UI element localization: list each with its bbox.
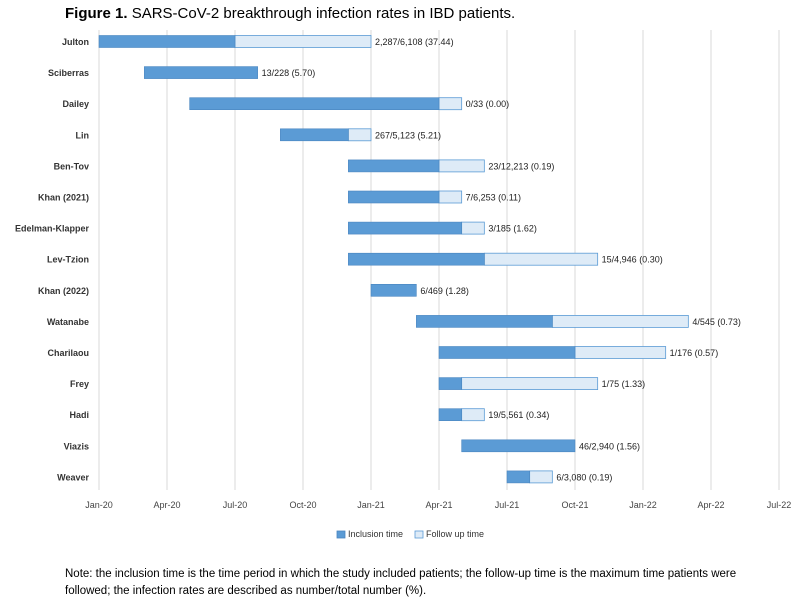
figure-title-prefix: Figure 1. [65, 5, 128, 22]
inclusion-legend-swatch [336, 530, 346, 539]
followup-bar [574, 346, 667, 359]
inclusion-bar [348, 159, 440, 173]
followup-bar [461, 408, 485, 422]
rate-label: 0/33 (0.00) [466, 99, 510, 109]
study-bars [98, 35, 689, 484]
inclusion-bar [280, 128, 349, 142]
inclusion-bar [144, 66, 258, 79]
rate-labels: 2,287/6,108 (37.44) 13/228 (5.70) 0/33 (0.… [262, 37, 741, 482]
study-name-label: Sciberras [48, 68, 89, 78]
inclusion-bar [506, 470, 530, 484]
study-name-label: Frey [70, 379, 89, 389]
x-tick-label: Jul-22 [767, 500, 792, 510]
study-labels: Julton Sciberras Dailey Lin Ben-Tov Khan (202… [15, 37, 90, 482]
x-tick-label: Jan-20 [85, 500, 113, 510]
study-name-label: Viazis [64, 441, 89, 451]
followup-bar [529, 470, 553, 484]
inclusion-bar [461, 439, 576, 453]
rate-label: 3/185 (1.62) [488, 224, 537, 234]
inclusion-bar [416, 315, 553, 328]
rate-label: 7/6,253 (0.11) [466, 193, 521, 203]
followup-legend-swatch [414, 530, 424, 539]
study-name-label: Lev-Tzion [47, 255, 89, 265]
study-name-label: Ben-Tov [54, 161, 89, 171]
inclusion-bar [189, 97, 440, 110]
inclusion-bar [370, 283, 417, 297]
inclusion-bar [98, 35, 236, 48]
gantt-chart: Julton Sciberras Dailey Lin Ben-Tov Khan (202… [15, 30, 791, 539]
x-tick-label: Apr-20 [153, 500, 180, 510]
followup-bar [551, 314, 689, 328]
rate-label: 13/228 (5.70) [262, 68, 316, 78]
rate-label: 2,287/6,108 (37.44) [375, 37, 454, 47]
x-axis-ticks: Jan-20 Apr-20 Jul-20 Oct-20 Jan-21 Apr-21 Jul-… [85, 500, 791, 510]
study-name-label: Weaver [57, 472, 89, 482]
rate-label: 19/5,561 (0.34) [488, 410, 549, 420]
rate-label: 1/176 (0.57) [670, 348, 719, 358]
figure-note: Note: the inclusion time is the time per… [65, 568, 737, 597]
x-tick-label: Oct-20 [289, 500, 316, 510]
followup-bar [461, 221, 485, 235]
inclusion-bar [348, 221, 462, 235]
inclusion-bar [348, 190, 440, 204]
followup-bar [438, 190, 463, 204]
x-tick-label: Jan-22 [629, 500, 657, 510]
x-tick-label: Oct-21 [561, 500, 588, 510]
rate-label: 23/12,213 (0.19) [488, 161, 554, 171]
study-name-label: Julton [62, 37, 89, 47]
x-tick-label: Apr-22 [697, 500, 724, 510]
study-name-label: Hadi [69, 410, 89, 420]
rate-label: 1/75 (1.33) [602, 379, 646, 389]
rate-label: 15/4,946 (0.30) [602, 255, 663, 265]
study-name-label: Charilaou [47, 348, 89, 358]
followup-bar [461, 377, 599, 391]
followup-bar [347, 128, 372, 142]
study-name-label: Khan (2021) [38, 193, 89, 203]
x-tick-label: Jul-21 [495, 500, 520, 510]
figure-title-text: SARS-CoV-2 breakthrough infection rates … [131, 5, 516, 22]
rate-label: 46/2,940 (1.56) [579, 441, 640, 451]
followup-legend-label: Follow up time [426, 529, 484, 539]
legend: Inclusion time Follow up time [336, 529, 484, 539]
inclusion-bar [438, 377, 462, 390]
rate-label: 267/5,123 (5.21) [375, 130, 441, 140]
followup-bar [483, 252, 599, 266]
study-name-label: Watanabe [47, 317, 89, 327]
inclusion-bar [348, 252, 485, 266]
inclusion-bar [438, 346, 576, 359]
x-tick-label: Jan-21 [357, 500, 385, 510]
followup-bar [438, 97, 463, 111]
study-name-label: Dailey [62, 99, 89, 109]
rate-label: 6/469 (1.28) [420, 286, 469, 296]
followup-bar [438, 159, 485, 173]
study-name-label: Khan (2022) [38, 286, 89, 296]
figure-title: Figure 1. SARS-CoV-2 breakthrough infect… [65, 5, 515, 22]
x-tick-label: Apr-21 [425, 500, 452, 510]
inclusion-bar [438, 408, 462, 422]
followup-bar [234, 35, 372, 48]
rate-label: 4/545 (0.73) [692, 317, 741, 327]
study-name-label: Lin [76, 130, 90, 140]
rate-label: 6/3,080 (0.19) [556, 472, 612, 482]
study-name-label: Edelman-Klapper [15, 224, 90, 234]
inclusion-legend-label: Inclusion time [348, 529, 403, 539]
x-tick-label: Jul-20 [223, 500, 248, 510]
